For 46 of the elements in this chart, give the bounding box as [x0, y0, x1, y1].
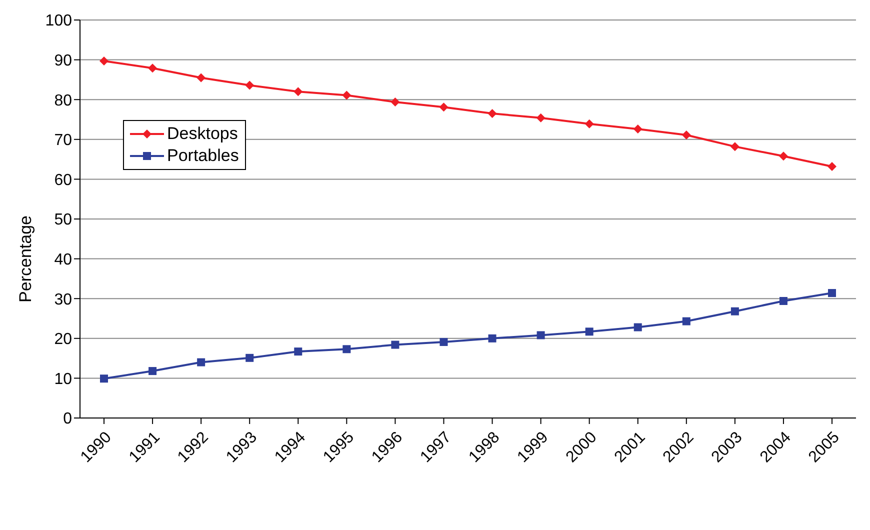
point: [682, 317, 690, 326]
point: [391, 340, 400, 349]
y-axis-title: Percentage: [16, 216, 36, 302]
point: [585, 328, 594, 336]
y-tick-label: 60: [54, 172, 72, 189]
y-tick-label: 20: [54, 331, 72, 348]
point: [245, 80, 254, 90]
point: [148, 64, 158, 73]
point: [778, 152, 788, 161]
y-tick-label: 90: [54, 52, 72, 70]
point: [148, 367, 157, 376]
y-tick-label: 80: [54, 92, 72, 110]
point: [633, 124, 642, 134]
y-tick-label: 40: [54, 251, 72, 268]
legend-label: Desktops: [167, 124, 238, 144]
point: [730, 142, 740, 152]
point: [246, 354, 254, 362]
point: [536, 113, 546, 122]
point: [390, 97, 400, 106]
point: [634, 323, 642, 332]
point: [488, 334, 496, 342]
point: [584, 119, 594, 128]
point: [779, 296, 788, 305]
point: [196, 73, 206, 82]
point: [440, 338, 448, 346]
y-tick-label: 50: [54, 212, 72, 229]
point: [536, 331, 545, 340]
point: [342, 345, 351, 354]
point: [342, 90, 352, 100]
point: [100, 374, 108, 383]
y-tick-label: 0: [63, 410, 72, 428]
point: [197, 358, 206, 366]
y-tick-label: 70: [54, 132, 72, 150]
point: [294, 348, 302, 356]
y-tick-label: 100: [45, 12, 72, 30]
legend-label: Portables: [167, 146, 239, 166]
point: [488, 109, 497, 118]
point: [828, 289, 836, 298]
y-tick-label: 10: [54, 370, 72, 388]
point: [682, 130, 691, 140]
point: [730, 307, 739, 316]
point: [828, 162, 836, 171]
point: [439, 102, 448, 112]
point: [294, 87, 303, 96]
point: [100, 56, 108, 66]
y-tick-label: 30: [54, 291, 72, 308]
